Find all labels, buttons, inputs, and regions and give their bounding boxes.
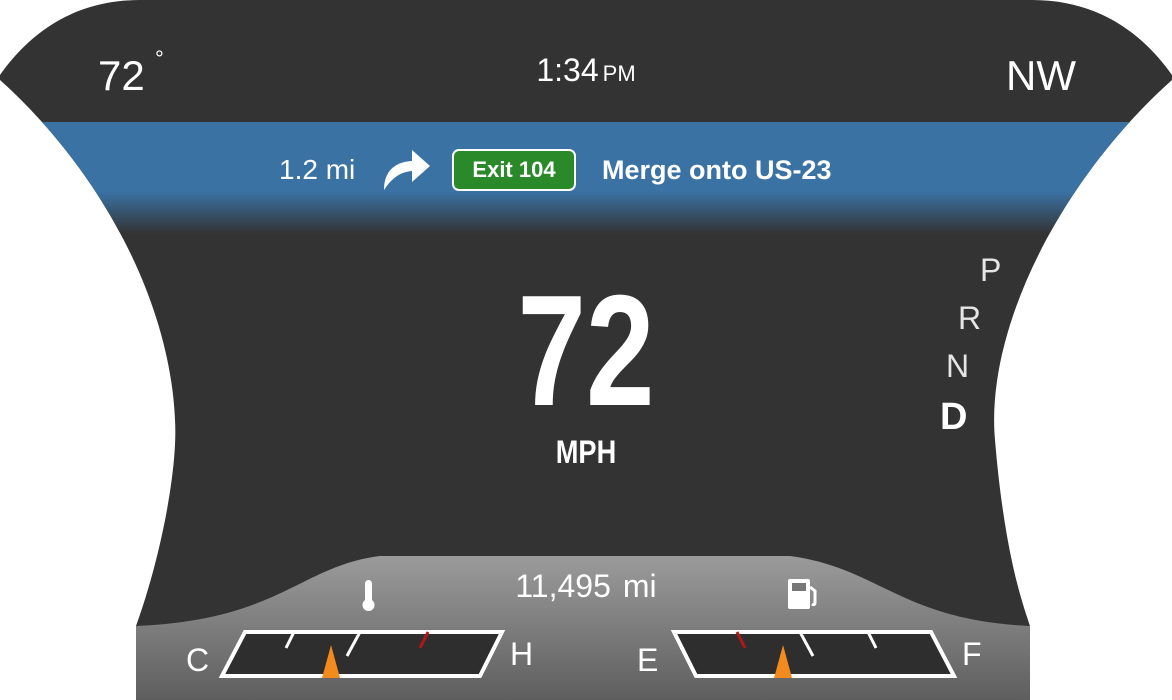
- clock: 1:34 PM: [0, 52, 1172, 89]
- gear-drive-selected: D: [940, 396, 968, 438]
- gear-park: P: [980, 252, 1002, 288]
- fuel-gauge-needle: [774, 645, 793, 678]
- temp-gauge-redline-tick: [418, 631, 430, 649]
- turn-right-arrow-icon: [384, 150, 430, 190]
- fuel-gauge-redline-tick: [735, 631, 747, 649]
- thermometer-icon: [362, 580, 375, 611]
- exit-badge: Exit 104: [452, 149, 576, 191]
- odometer: 11,495 mi: [0, 568, 1172, 605]
- temperature-gauge: [218, 630, 506, 678]
- fuel-gauge-empty-label: E: [637, 642, 659, 678]
- odometer-value: 11,495: [515, 568, 611, 604]
- speed-unit: MPH: [555, 434, 617, 470]
- temp-gauge-cold-label: C: [186, 642, 210, 678]
- speed-readout: 72: [517, 263, 655, 439]
- gear-neutral: N: [946, 348, 970, 384]
- clock-time: 1:34: [536, 52, 599, 88]
- temp-gauge-tick: [284, 631, 296, 649]
- fuel-gauge-frame: [670, 630, 958, 678]
- fuel-gauge-tick: [866, 631, 878, 649]
- gear-reverse: R: [958, 300, 982, 336]
- temp-gauge-needle: [322, 645, 341, 678]
- temp-gauge-hot-label: H: [510, 636, 534, 672]
- degree-symbol: °: [155, 46, 164, 71]
- fuel-pump-icon: [788, 579, 817, 609]
- fuel-gauge-tick: [798, 631, 815, 657]
- fuel-gauge: [670, 630, 958, 678]
- nav-distance: 1.2 mi: [279, 154, 356, 185]
- compass-heading: NW: [1006, 52, 1076, 99]
- temp-gauge-frame: [218, 630, 506, 678]
- nav-instruction: Merge onto US-23: [602, 155, 832, 185]
- outside-temperature: 72: [98, 52, 145, 99]
- fuel-gauge-full-label: F: [962, 636, 982, 672]
- nav-banner: [0, 122, 1172, 234]
- odometer-unit: mi: [622, 568, 657, 604]
- clock-ampm: PM: [602, 61, 636, 86]
- temp-gauge-tick: [345, 631, 362, 657]
